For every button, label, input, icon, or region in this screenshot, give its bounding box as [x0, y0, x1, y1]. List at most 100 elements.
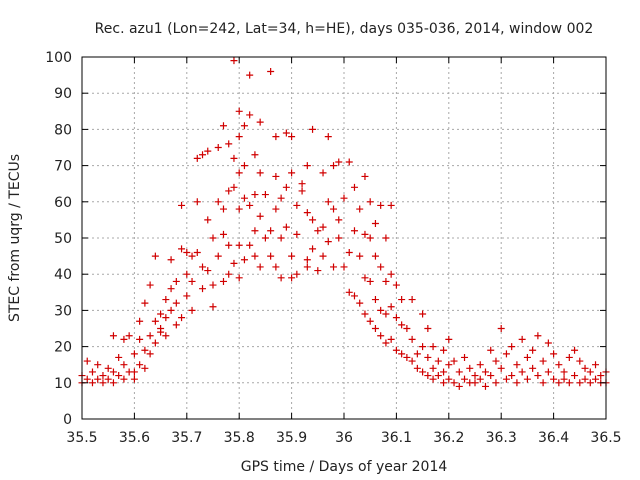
data-point: [225, 187, 233, 195]
data-point: [183, 292, 191, 300]
x-tick-label: 36.1: [381, 430, 412, 446]
y-axis-label: STEC from uqrg / TECUs: [7, 154, 23, 322]
data-point: [240, 162, 248, 170]
data-point: [193, 154, 201, 162]
data-point: [424, 353, 432, 361]
data-point: [251, 252, 259, 260]
data-point: [502, 350, 510, 358]
data-point: [571, 346, 579, 354]
data-point: [272, 172, 280, 180]
data-point: [288, 274, 296, 282]
data-point: [455, 368, 463, 376]
y-tick-label: 50: [54, 231, 72, 247]
grid: [82, 57, 606, 419]
x-tick-label: 35.5: [66, 430, 97, 446]
data-point: [146, 350, 154, 358]
data-point: [371, 220, 379, 228]
data-point: [518, 368, 526, 376]
y-tick-label: 90: [54, 86, 72, 102]
data-point: [104, 375, 112, 383]
data-point: [256, 263, 264, 271]
x-tick-label: 36.5: [590, 430, 621, 446]
data-point: [256, 118, 264, 126]
data-point: [434, 357, 442, 365]
data-point: [487, 372, 495, 380]
data-point: [219, 122, 227, 130]
data-point: [240, 256, 248, 264]
data-point: [324, 238, 332, 246]
data-point: [419, 368, 427, 376]
data-point: [361, 274, 369, 282]
data-point: [398, 321, 406, 329]
data-point: [492, 357, 500, 365]
data-point: [157, 328, 165, 336]
data-point: [109, 332, 117, 340]
data-point: [130, 350, 138, 358]
data-point: [282, 183, 290, 191]
data-point: [324, 133, 332, 141]
data-point: [272, 263, 280, 271]
data-point: [408, 335, 416, 343]
data-point: [267, 252, 275, 260]
data-point: [371, 252, 379, 260]
data-point: [513, 361, 521, 369]
data-point: [356, 205, 364, 213]
data-point: [125, 332, 133, 340]
data-point: [272, 205, 280, 213]
data-point: [219, 277, 227, 285]
data-point: [172, 321, 180, 329]
data-point: [225, 241, 233, 249]
data-point: [529, 364, 537, 372]
data-point: [209, 303, 217, 311]
data-point: [109, 368, 117, 376]
data-point: [382, 339, 390, 347]
data-point: [178, 245, 186, 253]
data-point: [382, 310, 390, 318]
x-tick-label: 36.3: [486, 430, 517, 446]
data-point: [539, 357, 547, 365]
data-points: [78, 57, 610, 390]
data-point: [597, 372, 605, 380]
data-point: [361, 172, 369, 180]
data-point: [141, 346, 149, 354]
data-point: [508, 343, 516, 351]
data-point: [492, 379, 500, 387]
data-point: [335, 158, 343, 166]
data-point: [277, 274, 285, 282]
data-point: [141, 299, 149, 307]
data-point: [565, 379, 573, 387]
x-tick-label: 35.6: [119, 430, 150, 446]
data-point: [335, 216, 343, 224]
data-point: [330, 205, 338, 213]
data-point: [167, 285, 175, 293]
data-point: [350, 227, 358, 235]
data-point: [178, 314, 186, 322]
data-point: [560, 368, 568, 376]
data-point: [413, 364, 421, 372]
data-point: [214, 144, 222, 151]
data-point: [115, 353, 123, 361]
data-point: [340, 194, 348, 202]
data-point: [251, 227, 259, 235]
data-point: [99, 372, 107, 380]
data-point: [330, 263, 338, 271]
x-tick-label: 35.7: [171, 430, 202, 446]
data-point: [586, 368, 594, 376]
data-point: [398, 296, 406, 304]
data-point: [592, 361, 600, 369]
data-point: [471, 379, 479, 387]
data-point: [204, 267, 212, 275]
data-point: [356, 299, 364, 307]
data-point: [576, 379, 584, 387]
data-point: [461, 375, 469, 383]
data-point: [277, 194, 285, 202]
data-point: [377, 306, 385, 314]
data-point: [408, 296, 416, 304]
data-point: [419, 310, 427, 318]
data-point: [361, 310, 369, 318]
data-point: [413, 350, 421, 358]
data-point: [387, 335, 395, 343]
data-point: [392, 281, 400, 289]
data-point: [440, 368, 448, 376]
